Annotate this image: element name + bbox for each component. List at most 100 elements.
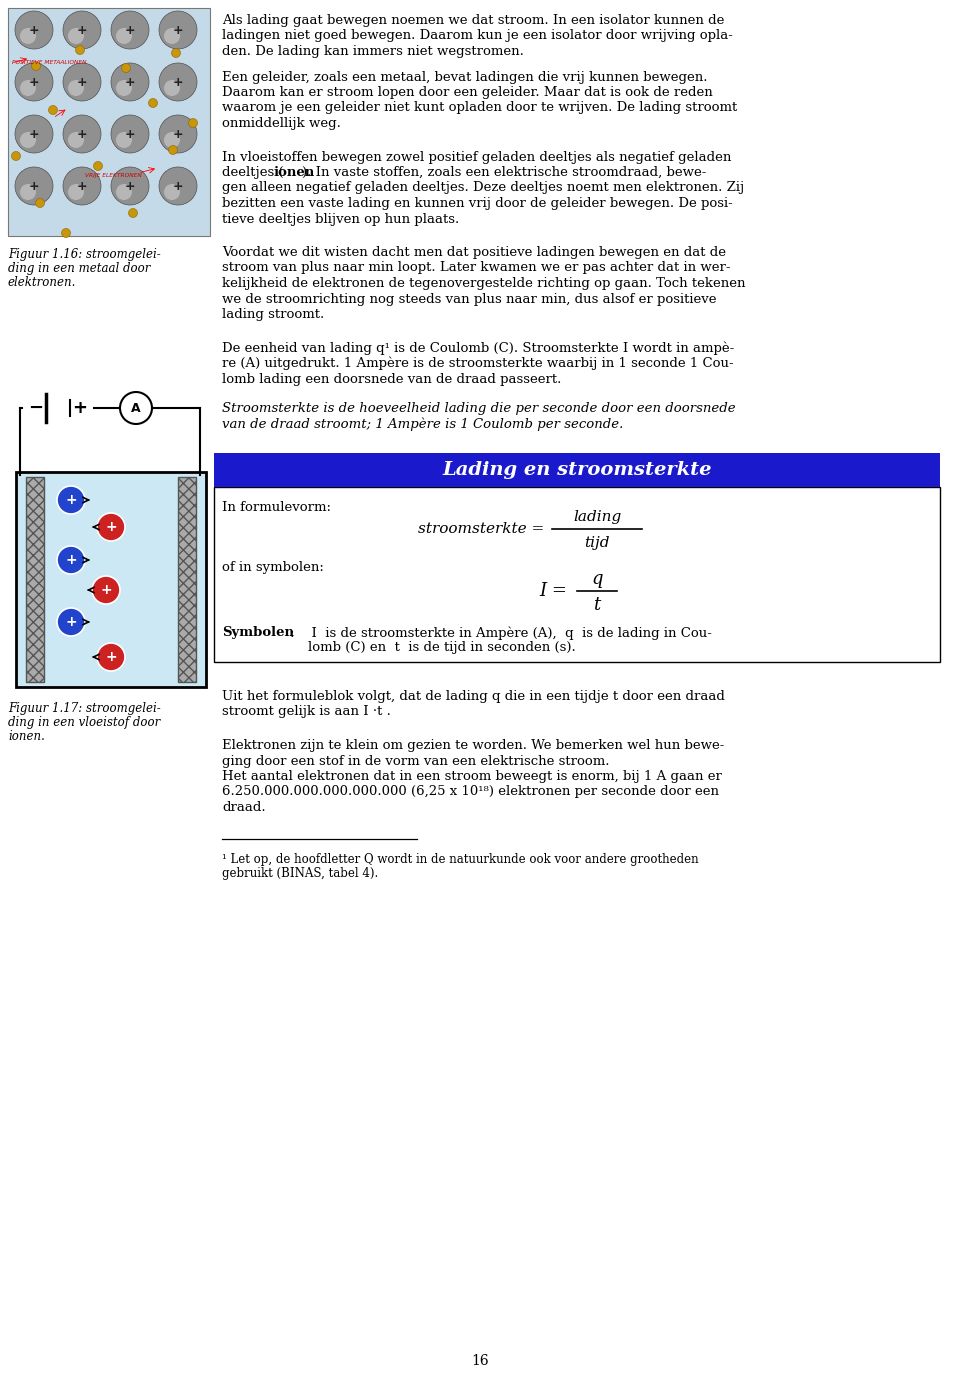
Text: ding in een metaal door: ding in een metaal door: [8, 262, 151, 274]
Text: stroomt gelijk is aan I ·t .: stroomt gelijk is aan I ·t .: [222, 705, 391, 718]
Circle shape: [36, 198, 44, 208]
Text: stroom van plus naar min loopt. Later kwamen we er pas achter dat in wer-: stroom van plus naar min loopt. Later kw…: [222, 262, 731, 274]
Text: +: +: [73, 399, 87, 417]
Text: +: +: [106, 520, 117, 534]
Circle shape: [63, 115, 101, 152]
Text: ¹ Let op, de hoofdletter Q wordt in de natuurkunde ook voor andere grootheden: ¹ Let op, de hoofdletter Q wordt in de n…: [222, 852, 699, 865]
Text: +: +: [106, 650, 117, 664]
Text: ionen.: ionen.: [8, 730, 45, 743]
Text: I =: I =: [539, 582, 567, 600]
Circle shape: [149, 98, 157, 108]
Circle shape: [129, 208, 137, 218]
Text: +: +: [77, 128, 87, 140]
Text: +: +: [100, 584, 111, 597]
Text: draad.: draad.: [222, 801, 266, 814]
Text: In formulevorm:: In formulevorm:: [222, 500, 331, 514]
Circle shape: [116, 184, 132, 200]
Text: +: +: [125, 128, 135, 140]
Circle shape: [93, 162, 103, 170]
Circle shape: [172, 49, 180, 57]
Bar: [214, 486, 940, 663]
Text: gen alleen negatief geladen deeltjes. Deze deeltjes noemt men elektronen. Zij: gen alleen negatief geladen deeltjes. De…: [222, 182, 744, 194]
Text: +: +: [29, 128, 39, 140]
Text: +: +: [65, 615, 77, 629]
Text: lomb (C) en  t  is de tijd in seconden (s).: lomb (C) en t is de tijd in seconden (s)…: [308, 642, 576, 654]
Circle shape: [92, 577, 120, 604]
Circle shape: [68, 132, 84, 148]
Text: ladingen niet goed bewegen. Daarom kun je een isolator door wrijving opla-: ladingen niet goed bewegen. Daarom kun j…: [222, 29, 732, 43]
Circle shape: [164, 184, 180, 200]
Text: of in symbolen:: of in symbolen:: [222, 561, 324, 574]
Text: Stroomsterkte is de hoeveelheid lading die per seconde door een doorsnede: Stroomsterkte is de hoeveelheid lading d…: [222, 402, 735, 414]
Circle shape: [111, 62, 149, 101]
Circle shape: [159, 166, 197, 205]
Circle shape: [57, 486, 85, 514]
Circle shape: [169, 146, 178, 154]
Text: Als lading gaat bewegen noemen we dat stroom. In een isolator kunnen de: Als lading gaat bewegen noemen we dat st…: [222, 14, 725, 26]
Text: Symbolen: Symbolen: [222, 626, 294, 639]
Circle shape: [97, 643, 125, 671]
Text: A: A: [132, 402, 141, 414]
Circle shape: [159, 115, 197, 152]
Text: lading: lading: [573, 510, 621, 524]
Circle shape: [120, 392, 152, 424]
Text: bezitten een vaste lading en kunnen vrij door de geleider bewegen. De posi-: bezitten een vaste lading en kunnen vrij…: [222, 197, 732, 211]
Circle shape: [12, 151, 20, 161]
Circle shape: [159, 11, 197, 49]
Circle shape: [20, 132, 36, 148]
Bar: [214, 453, 940, 486]
Circle shape: [164, 80, 180, 96]
Text: ). In vaste stoffen, zoals een elektrische stroomdraad, bewe-: ). In vaste stoffen, zoals een elektrisc…: [301, 166, 707, 179]
Text: +: +: [77, 24, 87, 36]
Text: tijd: tijd: [585, 536, 610, 550]
Text: den. De lading kan immers niet wegstromen.: den. De lading kan immers niet wegstrome…: [222, 44, 524, 58]
Circle shape: [57, 546, 85, 574]
Text: onmiddellijk weg.: onmiddellijk weg.: [222, 116, 341, 130]
Text: +: +: [77, 180, 87, 193]
Text: +: +: [125, 24, 135, 36]
Text: elektronen.: elektronen.: [8, 276, 77, 290]
Bar: [8, 8, 210, 236]
Circle shape: [57, 608, 85, 636]
Text: +: +: [125, 75, 135, 89]
Text: +: +: [29, 24, 39, 36]
Text: ging door een stof in de vorm van een elektrische stroom.: ging door een stof in de vorm van een el…: [222, 754, 610, 768]
Circle shape: [15, 115, 53, 152]
Text: −: −: [29, 399, 43, 417]
Circle shape: [122, 64, 131, 72]
Circle shape: [49, 105, 58, 115]
Text: ding in een vloeistof door: ding in een vloeistof door: [8, 717, 160, 729]
Text: POSITIEVE METAALIONEN: POSITIEVE METAALIONEN: [12, 61, 86, 65]
Text: De eenheid van lading q¹ is de Coulomb (C). Stroomsterkte I wordt in ampè-: De eenheid van lading q¹ is de Coulomb (…: [222, 341, 734, 355]
Circle shape: [111, 11, 149, 49]
Text: we de stroomrichting nog steeds van plus naar min, dus alsof er positieve: we de stroomrichting nog steeds van plus…: [222, 292, 716, 305]
Text: Daarom kan er stroom lopen door een geleider. Maar dat is ook de reden: Daarom kan er stroom lopen door een gele…: [222, 86, 712, 98]
Text: tieve deeltjes blijven op hun plaats.: tieve deeltjes blijven op hun plaats.: [222, 212, 459, 226]
Bar: [26, 477, 44, 682]
Circle shape: [15, 11, 53, 49]
Circle shape: [97, 513, 125, 541]
Text: deeltjes (: deeltjes (: [222, 166, 283, 179]
Text: In vloeistoffen bewegen zowel positief geladen deeltjes als negatief geladen: In vloeistoffen bewegen zowel positief g…: [222, 151, 732, 164]
Text: Voordat we dit wisten dacht men dat positieve ladingen bewegen en dat de: Voordat we dit wisten dacht men dat posi…: [222, 245, 726, 259]
Circle shape: [68, 184, 84, 200]
Text: van de draad stroomt; 1 Ampère is 1 Coulomb per seconde.: van de draad stroomt; 1 Ampère is 1 Coul…: [222, 417, 623, 431]
Circle shape: [61, 229, 70, 237]
Text: +: +: [173, 75, 183, 89]
Circle shape: [32, 61, 40, 71]
Circle shape: [116, 80, 132, 96]
Text: Figuur 1.17: stroomgelei-: Figuur 1.17: stroomgelei-: [8, 701, 160, 715]
Text: +: +: [65, 553, 77, 567]
Text: Uit het formuleblok volgt, dat de lading q die in een tijdje t door een draad: Uit het formuleblok volgt, dat de lading…: [222, 690, 725, 703]
Circle shape: [63, 166, 101, 205]
Text: +: +: [173, 180, 183, 193]
Bar: [178, 477, 196, 682]
Text: +: +: [125, 180, 135, 193]
Circle shape: [20, 80, 36, 96]
Text: gebruikt (BINAS, tabel 4).: gebruikt (BINAS, tabel 4).: [222, 866, 378, 880]
Text: Lading en stroomsterkte: Lading en stroomsterkte: [443, 462, 711, 480]
Circle shape: [111, 166, 149, 205]
Circle shape: [63, 11, 101, 49]
Text: q: q: [591, 570, 603, 588]
Text: ionen: ionen: [274, 166, 315, 179]
